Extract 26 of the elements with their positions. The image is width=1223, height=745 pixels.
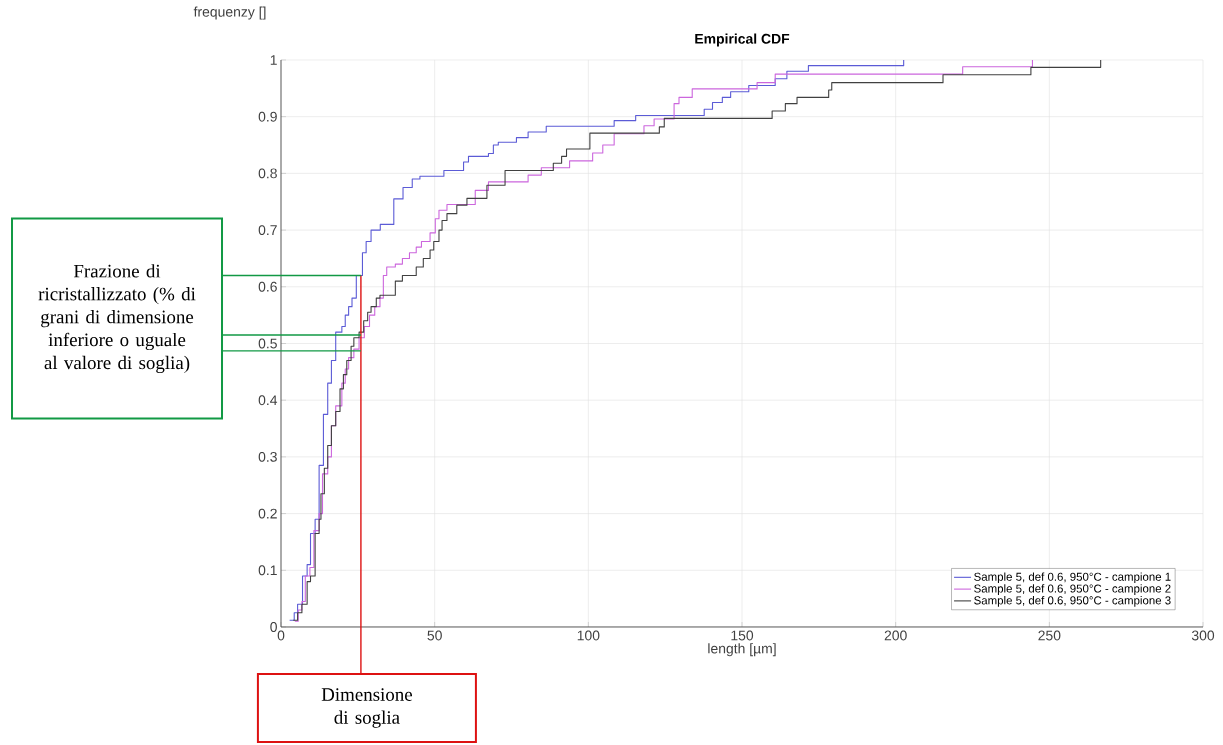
x-axis-title: length [µm]	[708, 643, 776, 657]
ref-line-label: Dimensione di soglia	[321, 688, 413, 728]
chart-title: Empirical CDF	[695, 33, 790, 47]
y-axis-title: frequenzy []	[193, 6, 266, 20]
x-tick-label: 50	[427, 630, 442, 641]
x-tick-label: 100	[577, 630, 600, 641]
x-tick-label: 200	[884, 630, 907, 641]
x-tick-label: 150	[731, 630, 754, 641]
y-tick-label: 0.5	[258, 338, 277, 349]
y-tick-label: 0.8	[258, 168, 277, 179]
y-tick-label: 0.4	[258, 395, 278, 406]
ref-line-label: Frazione di ricristallizzato (% di grani di dimensione inferiore o uguale al valore di soglia)	[38, 264, 196, 374]
y-tick-label: 0.1	[258, 565, 277, 576]
y-tick-label: 0.6	[258, 281, 277, 292]
y-tick-label: 1	[270, 55, 277, 65]
legend-label: Sample 5, def 0.6, 950°C - campione 3	[974, 596, 1171, 607]
y-tick-label: 0.9	[258, 111, 277, 122]
legend-label: Sample 5, def 0.6, 950°C - campione 1	[974, 572, 1171, 584]
y-tick-label: 0	[270, 622, 277, 632]
y-tick-label: 0.2	[258, 508, 277, 519]
x-tick-label: 250	[1038, 630, 1061, 641]
x-tick-label: 0	[277, 630, 285, 641]
x-tick-label: 300	[1191, 630, 1215, 641]
y-tick-label: 0.7	[258, 225, 277, 236]
y-tick-label: 0.3	[258, 451, 277, 462]
legend-label: Sample 5, def 0.6, 950°C - campione 2	[974, 584, 1171, 595]
